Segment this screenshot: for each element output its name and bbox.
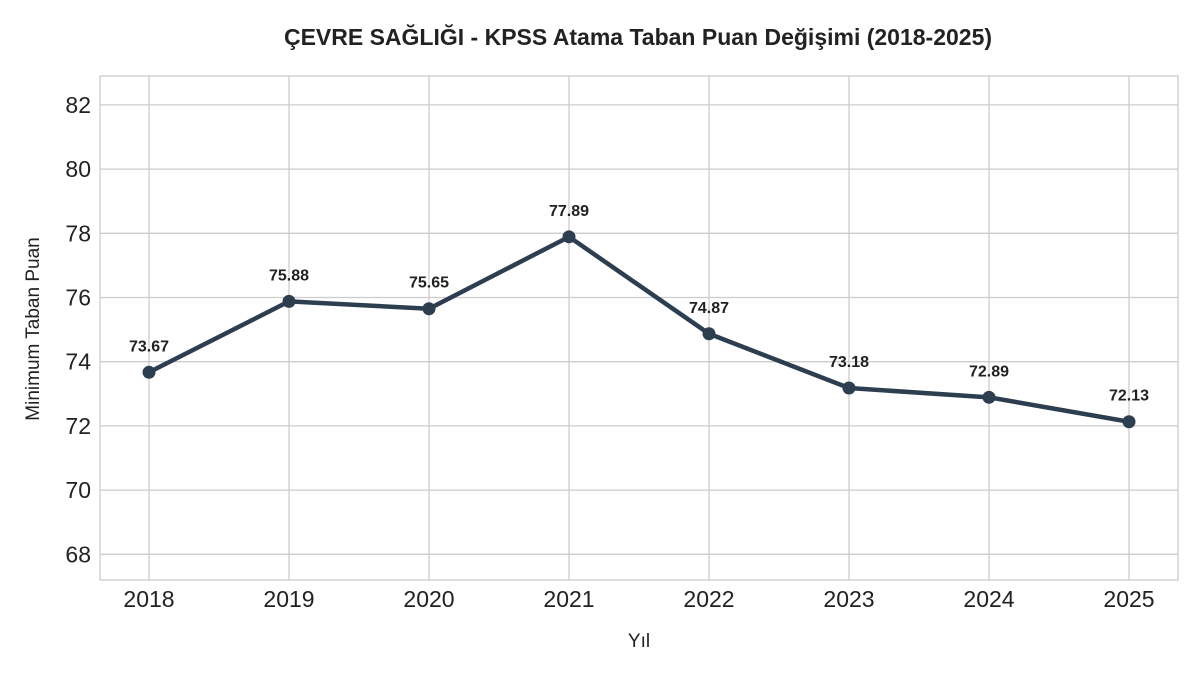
y-axis-ticks: 68 70 72 74 76 78 80 82 (65, 92, 91, 567)
data-labels: 73.67 75.88 75.65 77.89 74.87 73.18 72.89 72.13 (129, 203, 1149, 405)
data-label: 75.65 (409, 275, 449, 292)
grid (100, 76, 1178, 580)
y-tick-label: 68 (65, 541, 91, 567)
y-tick-label: 72 (65, 413, 91, 439)
y-tick-label: 70 (65, 477, 91, 503)
y-tick-label: 78 (65, 220, 91, 246)
chart-title: ÇEVRE SAĞLIĞI - KPSS Atama Taban Puan De… (284, 23, 992, 50)
series-line (146, 234, 1132, 424)
x-tick-label: 2023 (823, 586, 874, 612)
x-tick-label: 2021 (543, 586, 594, 612)
x-axis-ticks: 2018 2019 2020 2021 2022 2023 2024 2025 (123, 586, 1154, 612)
data-point (702, 327, 716, 341)
y-tick-label: 80 (65, 156, 91, 182)
data-label: 73.67 (129, 338, 169, 355)
y-axis-label: Minimum Taban Puan (23, 237, 44, 420)
data-label: 72.89 (969, 363, 1009, 380)
data-point (1122, 415, 1136, 429)
data-label: 74.87 (689, 300, 729, 317)
y-tick-label: 74 (65, 349, 91, 375)
x-tick-label: 2022 (683, 586, 734, 612)
data-point (282, 294, 296, 308)
x-tick-label: 2025 (1103, 586, 1154, 612)
data-label: 72.13 (1109, 388, 1149, 405)
y-tick-label: 76 (65, 285, 91, 311)
x-tick-label: 2020 (403, 586, 454, 612)
plot-frame (99, 75, 1179, 581)
data-point (422, 302, 436, 316)
data-label: 77.89 (549, 203, 589, 220)
data-label: 75.88 (269, 267, 309, 284)
x-tick-label: 2018 (123, 586, 174, 612)
x-tick-label: 2024 (963, 586, 1014, 612)
data-point (842, 381, 856, 395)
x-tick-label: 2019 (263, 586, 314, 612)
data-label: 73.18 (829, 354, 869, 371)
data-point (562, 230, 576, 244)
y-tick-label: 82 (65, 92, 91, 118)
data-point (142, 365, 156, 379)
x-axis-label: Yıl (628, 631, 650, 652)
series (142, 230, 1136, 429)
data-point (982, 390, 996, 404)
